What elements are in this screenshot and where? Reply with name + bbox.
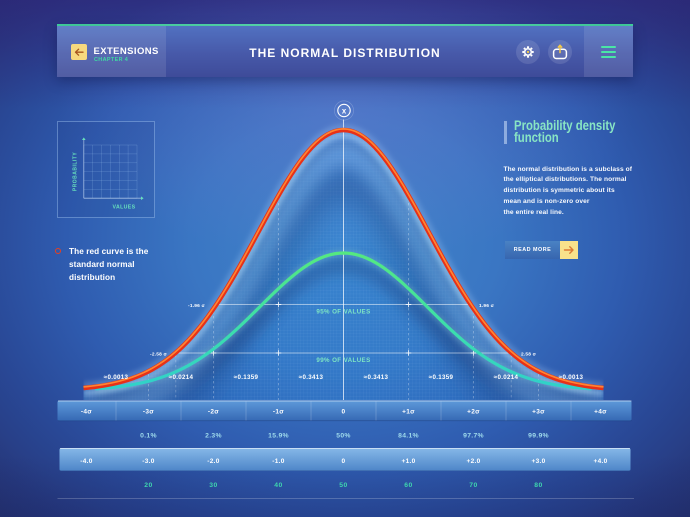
svg-text:≈0.0013: ≈0.0013	[559, 374, 584, 381]
svg-text:30: 30	[209, 482, 218, 489]
svg-text:15.9%: 15.9%	[268, 433, 289, 440]
svg-text:≈0.3413: ≈0.3413	[299, 374, 324, 381]
svg-text:-2.58 σ: -2.58 σ	[150, 351, 167, 357]
svg-text:≈0.1359: ≈0.1359	[234, 374, 259, 381]
svg-text:2.3%: 2.3%	[205, 433, 222, 440]
svg-text:PROBABILITY: PROBABILITY	[73, 152, 79, 192]
svg-text:VALUES: VALUES	[112, 205, 135, 211]
svg-text:-4.0: -4.0	[80, 458, 92, 465]
svg-text:≈0.0214: ≈0.0214	[494, 374, 519, 381]
svg-text:x: x	[342, 106, 347, 115]
svg-text:50: 50	[339, 482, 348, 489]
svg-text:1.96 σ: 1.96 σ	[479, 303, 495, 309]
svg-text:20: 20	[144, 482, 153, 489]
svg-text:+4σ: +4σ	[594, 409, 607, 416]
svg-text:-4σ: -4σ	[81, 409, 92, 416]
svg-text:+4.0: +4.0	[593, 458, 607, 465]
svg-text:≈0.3413: ≈0.3413	[364, 374, 389, 381]
svg-text:70: 70	[469, 482, 478, 489]
svg-text:+3σ: +3σ	[532, 409, 545, 416]
svg-text:95% OF VALUES: 95% OF VALUES	[316, 309, 370, 316]
svg-text:2.58 σ: 2.58 σ	[521, 351, 537, 357]
svg-text:+3.0: +3.0	[531, 458, 545, 465]
svg-text:+2.0: +2.0	[466, 458, 480, 465]
svg-text:60: 60	[404, 482, 413, 489]
svg-text:0: 0	[342, 458, 346, 465]
svg-text:-1.96 σ: -1.96 σ	[188, 303, 205, 309]
svg-text:-2σ: -2σ	[208, 409, 219, 416]
svg-text:-1σ: -1σ	[273, 409, 284, 416]
svg-text:≈0.0214: ≈0.0214	[169, 374, 194, 381]
svg-text:0.1%: 0.1%	[140, 433, 157, 440]
svg-text:+2σ: +2σ	[467, 409, 480, 416]
svg-text:+1σ: +1σ	[402, 409, 415, 416]
svg-text:-3σ: -3σ	[143, 409, 154, 416]
svg-text:84.1%: 84.1%	[398, 433, 419, 440]
svg-text:-3.0: -3.0	[142, 458, 154, 465]
svg-text:-1.0: -1.0	[272, 458, 284, 465]
svg-text:+1.0: +1.0	[401, 458, 415, 465]
svg-text:97.7%: 97.7%	[463, 433, 484, 440]
svg-text:≈0.1359: ≈0.1359	[429, 374, 454, 381]
svg-text:-2.0: -2.0	[207, 458, 219, 465]
svg-text:50%: 50%	[336, 433, 351, 440]
svg-text:0: 0	[342, 409, 346, 416]
svg-text:80: 80	[534, 482, 543, 489]
svg-text:99.9%: 99.9%	[528, 433, 549, 440]
svg-text:40: 40	[274, 482, 283, 489]
svg-text:99% OF VALUES: 99% OF VALUES	[316, 357, 370, 364]
svg-text:≈0.0013: ≈0.0013	[104, 374, 129, 381]
